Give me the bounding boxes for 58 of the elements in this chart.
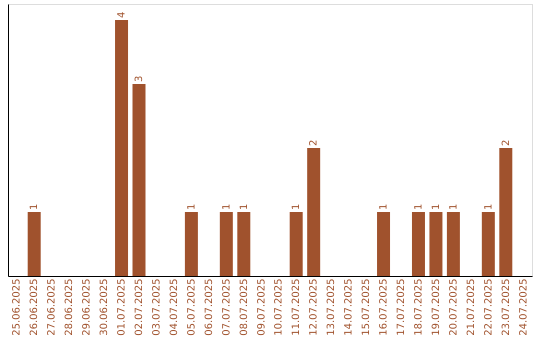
- x-tick-label: 15.07.2025: [361, 278, 372, 336]
- x-tick-label: 28.06.2025: [64, 278, 76, 336]
- bar: [429, 212, 442, 276]
- bar: [220, 212, 233, 276]
- bar: [446, 212, 460, 276]
- x-tick-label: 14.07.2025: [344, 278, 355, 336]
- x-tick-label: 10.07.2025: [274, 278, 285, 336]
- data-label: 2: [500, 140, 512, 146]
- x-tick-label: 09.07.2025: [256, 278, 268, 336]
- x-tick-label: 05.07.2025: [186, 278, 198, 336]
- data-label: 1: [186, 204, 198, 210]
- x-tick-label: 20.07.2025: [448, 278, 460, 336]
- bar: [377, 212, 390, 276]
- bar: [28, 212, 41, 276]
- bar: [499, 148, 512, 276]
- data-label: 1: [413, 204, 424, 210]
- x-tick-label: 19.07.2025: [430, 278, 442, 336]
- data-label: 1: [378, 204, 390, 210]
- bar: [290, 212, 303, 276]
- x-tick-label: 01.07.2025: [116, 278, 128, 336]
- x-tick-label: 25.06.2025: [12, 278, 23, 336]
- data-label: 1: [238, 204, 250, 210]
- x-tick-label: 21.07.2025: [466, 278, 477, 336]
- x-tick-label: 12.07.2025: [308, 278, 320, 336]
- x-tick-label: 27.06.2025: [46, 278, 58, 336]
- x-tick-label: 04.07.2025: [168, 278, 180, 336]
- data-label: 4: [116, 12, 128, 18]
- bar: [115, 20, 128, 276]
- data-label: 1: [221, 204, 232, 210]
- x-tick-label: 07.07.2025: [221, 278, 232, 336]
- x-tick-label: 06.07.2025: [204, 278, 215, 336]
- x-tick-label: 16.07.2025: [378, 278, 390, 336]
- x-tick-label: 29.06.2025: [82, 278, 93, 336]
- bar: [237, 212, 250, 276]
- x-tick-label: 22.07.2025: [483, 278, 494, 336]
- bar: [132, 84, 146, 276]
- data-label: 1: [29, 204, 40, 210]
- data-label: 1: [448, 204, 460, 210]
- bar: [184, 212, 198, 276]
- x-tick-label: 11.07.2025: [291, 278, 302, 336]
- data-label: 1: [291, 204, 302, 210]
- x-tick-label: 24.07.2025: [518, 278, 530, 336]
- data-label: 3: [134, 76, 145, 82]
- x-tick-label: 02.07.2025: [134, 278, 145, 336]
- data-label: 1: [430, 204, 442, 210]
- x-tick-label: 26.06.2025: [29, 278, 40, 336]
- x-tick-label: 13.07.2025: [326, 278, 338, 336]
- x-tick-label: 18.07.2025: [413, 278, 424, 336]
- x-tick-label: 30.06.2025: [99, 278, 110, 336]
- x-tick-label: 08.07.2025: [238, 278, 250, 336]
- bar: [412, 212, 425, 276]
- bar: [482, 212, 495, 276]
- x-tick-label: 17.07.2025: [396, 278, 407, 336]
- bar: [307, 148, 320, 276]
- x-tick-label: 23.07.2025: [500, 278, 512, 336]
- data-label: 1: [483, 204, 494, 210]
- x-tick-label: 03.07.2025: [151, 278, 162, 336]
- data-label: 2: [308, 140, 320, 146]
